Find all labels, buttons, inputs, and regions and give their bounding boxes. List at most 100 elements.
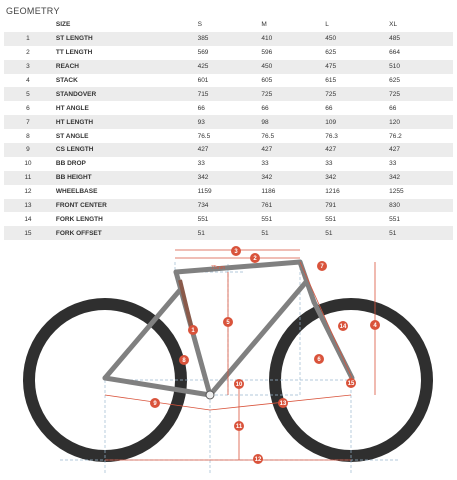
- table-cell: 725: [389, 87, 453, 102]
- table-cell: 342: [325, 170, 390, 185]
- table-cell: 76.3: [325, 132, 338, 140]
- marker-dot: [314, 354, 324, 364]
- table-cell: 830: [389, 198, 453, 213]
- table-cell: BB HEIGHT: [55, 170, 198, 185]
- table-cell: CS LENGTH: [55, 143, 198, 157]
- table-cell: HT LENGTH: [55, 115, 198, 130]
- table-cell: 615: [325, 77, 337, 84]
- table-cell: 1159: [197, 188, 212, 196]
- table-row: 9 CS LENGTH 427 427 427 427: [4, 143, 453, 157]
- marker-dot: [338, 321, 348, 331]
- table-cell: 76.5: [197, 132, 211, 140]
- marker-dot: [317, 261, 327, 271]
- marker-label: 15: [348, 381, 355, 387]
- table-cell: 3: [4, 59, 56, 74]
- table-cell: 510: [389, 59, 453, 74]
- table-cell: REACH: [55, 59, 198, 74]
- table-cell: 66: [197, 104, 205, 112]
- marker-dot: [188, 325, 198, 335]
- table-cell: 791: [325, 198, 390, 213]
- bottom-bracket: [205, 390, 215, 400]
- table-cell: 14: [24, 215, 32, 223]
- section-title: GEOMETRY: [6, 6, 60, 16]
- table-cell: 605: [261, 77, 273, 84]
- table-cell: ST LENGTH: [55, 31, 198, 46]
- table-cell: 596: [261, 49, 273, 57]
- table-cell: 66: [325, 104, 333, 112]
- table-cell: 385: [197, 31, 262, 46]
- table-cell: 76.5: [261, 132, 275, 140]
- marker-label: 3: [234, 249, 238, 255]
- table-cell: 66: [261, 104, 269, 112]
- geometry-table: SIZE S M L XL 1 ST LENGTH 385 410 450 485 2 TT LENGT…: [4, 18, 453, 241]
- table-cell: 33: [261, 160, 269, 168]
- table-cell: 66: [389, 104, 397, 112]
- table-cell: 1186: [261, 188, 276, 196]
- table-cell: 120: [389, 115, 453, 130]
- table-cell: 725: [325, 87, 390, 102]
- marker-label: 9: [153, 401, 157, 407]
- table-cell: 342: [389, 170, 453, 185]
- table-cell: STANDOVER: [55, 87, 198, 102]
- table-cell: 9: [4, 143, 56, 157]
- table-row: 10 BB DROP 33 33 33 33: [4, 157, 453, 171]
- table-cell: TT LENGTH: [55, 49, 93, 57]
- table-cell: 10: [24, 160, 32, 168]
- table-cell: 427: [325, 143, 390, 157]
- table-cell: 1255: [389, 188, 404, 196]
- table-cell: 8: [26, 132, 30, 140]
- marker-dot: [179, 355, 189, 365]
- table-cell: ST ANGLE: [55, 132, 89, 140]
- marker-label: 1: [191, 328, 195, 334]
- table-row: 4 STACK 601 605 615 625: [4, 74, 453, 88]
- table-cell: 342: [197, 170, 262, 185]
- table-row: 8 ST ANGLE 76.5 76.5 76.3 76.2: [4, 129, 453, 143]
- marker-dot: [346, 378, 356, 388]
- table-row: 3 REACH 425 450 475 510: [4, 59, 453, 74]
- marker-label: 12: [255, 457, 262, 463]
- table-cell: 6: [26, 104, 30, 112]
- table-cell: 33: [389, 160, 397, 168]
- table-cell: 761: [261, 198, 326, 213]
- table-cell: 342: [261, 170, 326, 185]
- table-cell: 11: [4, 170, 56, 185]
- table-cell: 427: [261, 143, 326, 157]
- table-cell: 1216: [325, 188, 340, 196]
- marker-dot: [370, 320, 380, 330]
- table-cell: 450: [261, 59, 326, 74]
- header-row: SIZE S M L XL: [4, 18, 453, 32]
- table-row: 13 FRONT CENTER 734 761 791 830: [4, 198, 453, 213]
- marker-label: 14: [340, 324, 347, 330]
- marker-dot: [231, 246, 241, 256]
- table-cell: 427: [197, 143, 262, 157]
- marker-label: 7: [320, 264, 324, 270]
- table-cell: SIZE: [55, 21, 71, 29]
- table-cell: 625: [325, 49, 337, 57]
- marker-label: 4: [373, 323, 377, 329]
- table-cell: 98: [261, 115, 326, 130]
- table-cell: 1: [4, 31, 56, 46]
- table-cell: 601: [197, 77, 209, 84]
- table-cell: FORK LENGTH: [55, 215, 103, 223]
- table-cell: 551: [389, 215, 400, 223]
- seat-tube-length: [178, 279, 195, 335]
- table-cell: 551: [325, 215, 337, 223]
- table-cell: 551: [261, 215, 273, 223]
- table-cell: 425: [197, 59, 262, 74]
- table-cell: 13: [4, 198, 56, 213]
- table-cell: 410: [261, 31, 326, 46]
- marker-dot: [253, 454, 263, 464]
- table-cell: 664: [389, 49, 400, 57]
- table-row: 12 WHEELBASE 1159 1186 1216 1255: [4, 185, 453, 199]
- table-cell: 51: [325, 226, 390, 241]
- marker-label: 2: [253, 256, 257, 262]
- table-cell: FRONT CENTER: [55, 198, 198, 213]
- table-row: 5 STANDOVER 715 725 725 725: [4, 87, 453, 102]
- table-cell: M: [261, 21, 267, 29]
- table-cell: 12: [24, 188, 32, 196]
- table-cell: FORK OFFSET: [55, 226, 198, 241]
- table-cell: 551: [197, 215, 209, 223]
